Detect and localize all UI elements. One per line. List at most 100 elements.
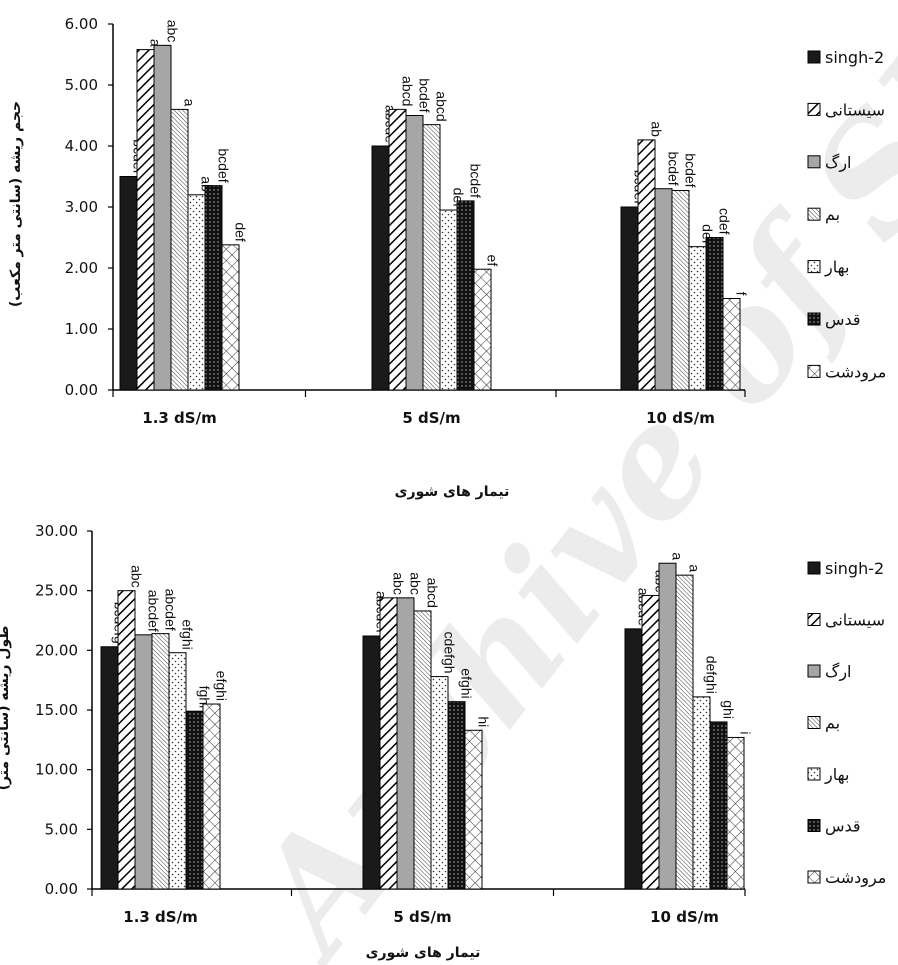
legend-label: بهار [824,765,849,785]
bar [709,721,728,890]
legend-swatch [807,870,821,884]
legend-label: مرودشت [825,362,886,382]
bar [136,49,155,391]
watermark-text: Archive of SID [212,0,898,965]
significance-label: abcd [400,76,416,106]
x-category-label: 1.3 dS/m [123,908,197,926]
bar [447,701,466,890]
significance-label: hi [476,716,492,727]
legend-label: singh-2 [825,48,884,67]
significance-label: cdefgh [442,632,458,674]
x-category-label: 10 dS/m [646,409,715,427]
significance-label: i [738,731,754,734]
significance-label: abc [408,572,424,595]
bar [362,635,381,890]
bar [473,268,492,391]
significance-label: def [233,222,249,242]
legend-label: مرودشت [825,868,886,888]
legend-swatch [807,767,821,781]
legend-swatch [807,364,821,378]
significance-label: abc [391,572,407,595]
legend-label: قدس [825,817,861,836]
bar [692,696,711,890]
legend-swatch [807,664,821,678]
y-tick-label: 5.00 [45,820,78,838]
legend-label: ارگ [825,662,852,682]
bar [388,108,407,391]
legend-label: singh-2 [825,559,884,578]
significance-label: abc [165,20,181,43]
significance-label: cdef [717,208,733,235]
significance-label: a [182,99,198,107]
significance-label: abc [129,565,145,588]
significance-label: abcd [434,91,450,121]
bar [439,209,458,391]
y-tick-label: 6.00 [65,15,98,33]
legend-swatch [807,260,821,274]
bar [153,44,172,391]
legend-label: بم [825,205,840,224]
bar [119,176,138,391]
legend-label: قدس [825,310,861,329]
legend-swatch [807,819,821,832]
bar [371,145,390,391]
significance-label: ef [485,255,501,267]
x-category-label: 10 dS/m [650,908,719,926]
y-tick-label: 0.00 [65,381,98,399]
y-tick-label: 25.00 [35,582,78,600]
bar [637,139,656,391]
y-tick-label: 2.00 [65,259,98,277]
legend-swatch [807,716,821,729]
significance-label: abcdef [163,589,179,631]
significance-label: abcdef [146,590,162,632]
x-category-label: 5 dS/m [393,908,451,926]
bar [185,710,204,890]
legend-swatch [807,561,821,575]
bar [688,246,707,391]
bar [624,628,643,890]
bar [456,200,475,391]
bar [654,188,673,391]
bar [204,185,223,391]
bar [405,115,424,391]
y-tick-label: 4.00 [65,137,98,155]
y-tick-label: 30.00 [35,522,78,540]
chart2-x-axis-title: تیمار های شوری [366,945,481,961]
bar [100,646,119,890]
significance-label: bcdef [666,151,682,185]
legend-label: سیستانی [825,611,885,630]
bar [641,594,660,890]
chart1-y-axis-title: حجم ریشه (سانتی متر مکعب) [8,101,24,307]
chart1-x-axis-title: تیمار های شوری [395,484,510,500]
bar [117,590,136,890]
bar [202,703,221,890]
bar [430,676,449,890]
legend-swatch [807,50,821,64]
bar [464,729,483,890]
bar [379,597,398,890]
y-tick-label: 0.00 [45,880,78,898]
significance-label: fghi [197,686,213,709]
significance-label: ab [649,121,665,137]
significance-label: efghi [214,671,230,701]
bar [396,597,415,890]
legend-label: سیستانی [825,100,885,119]
significance-label: bcdef [683,153,699,187]
significance-label: f [734,292,750,296]
bar [675,574,694,890]
bar [413,610,432,890]
bar [151,633,170,890]
significance-label: bcdef [417,78,433,112]
bar [170,108,189,391]
significance-label: efghi [459,668,475,698]
bar [705,237,724,391]
significance-label: bcdef [468,164,484,198]
legend-label: بهار [824,258,849,278]
significance-label: defghi [704,656,720,694]
root-length-chart: طول ریشه (سانتی متر) تیمار های شوری 0.00… [0,522,886,961]
x-category-label: 5 dS/m [402,409,460,427]
bar [187,194,206,391]
bar [671,190,690,391]
legend-label: بم [825,714,840,733]
